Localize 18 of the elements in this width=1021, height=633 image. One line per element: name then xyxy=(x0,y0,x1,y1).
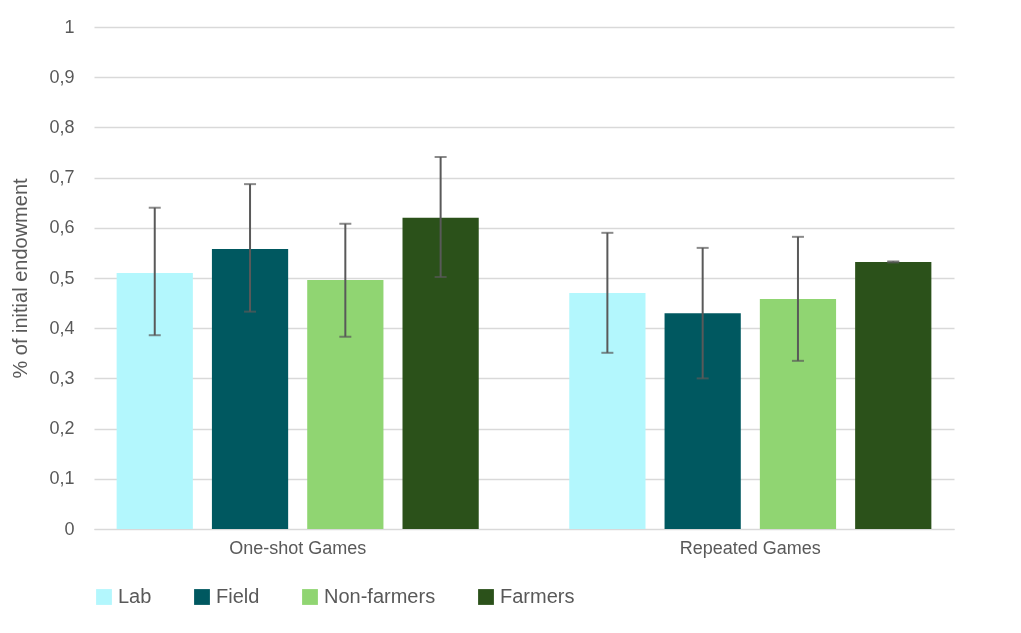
y-tick-label: 0,5 xyxy=(49,267,75,288)
legend-label: Field xyxy=(216,585,260,607)
y-tick-label: 1 xyxy=(64,16,75,37)
x-tick-label: One-shot Games xyxy=(229,537,367,558)
y-axis-title: % of initial endowment xyxy=(9,178,32,379)
y-tick-label: 0,3 xyxy=(49,367,75,388)
legend-label: Farmers xyxy=(500,585,575,607)
y-tick-label: 0 xyxy=(64,518,75,539)
y-tick-label: 0,8 xyxy=(49,116,75,137)
y-tick-label: 0,1 xyxy=(49,468,75,489)
legend-label: Non-farmers xyxy=(324,585,436,607)
y-tick-label: 0,6 xyxy=(49,217,75,238)
legend-label: Lab xyxy=(118,585,152,607)
y-tick-label: 0,9 xyxy=(49,66,75,87)
y-tick-label: 0,4 xyxy=(49,317,75,338)
y-tick-label: 0,2 xyxy=(49,418,75,439)
y-tick-label: 0,7 xyxy=(49,167,75,188)
x-tick-label: Repeated Games xyxy=(679,537,821,558)
